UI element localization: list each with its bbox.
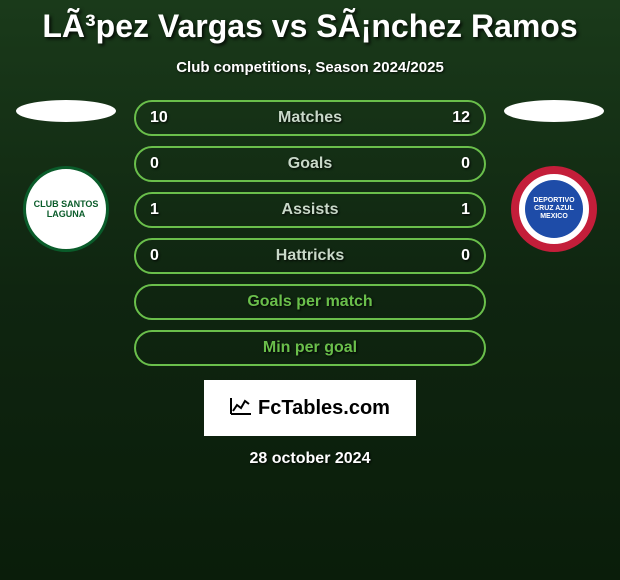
left-club-label: CLUB SANTOS LAGUNA [26,199,106,219]
stat-left-value: 0 [150,247,174,265]
stat-row-matches: 10 Matches 12 [134,100,486,136]
stat-label: Goals [288,155,332,173]
date-text: 28 october 2024 [0,450,620,468]
stat-label: Matches [278,109,342,127]
stat-label: Assists [282,201,339,219]
stat-left-value: 10 [150,109,174,127]
subtitle: Club competitions, Season 2024/2025 [0,59,620,76]
stat-row-mpg: Min per goal [134,330,486,366]
stat-row-goals: 0 Goals 0 [134,146,486,182]
stat-label: Hattricks [276,247,344,265]
stat-label: Goals per match [247,293,372,311]
stat-row-gpm: Goals per match [134,284,486,320]
right-club-label: DEPORTIVO CRUZ AZUL MEXICO [525,180,583,238]
stat-right-value: 0 [446,155,470,173]
stat-label: Min per goal [263,339,357,357]
left-player-col: CLUB SANTOS LAGUNA [16,100,116,252]
left-club-badge: CLUB SANTOS LAGUNA [23,166,109,252]
stat-right-value: 0 [446,247,470,265]
stat-row-hattricks: 0 Hattricks 0 [134,238,486,274]
stat-right-value: 12 [446,109,470,127]
brand-text: FcTables.com [258,397,390,420]
stat-row-assists: 1 Assists 1 [134,192,486,228]
stat-left-value: 1 [150,201,174,219]
right-player-col: DEPORTIVO CRUZ AZUL MEXICO [504,100,604,252]
right-club-badge: DEPORTIVO CRUZ AZUL MEXICO [511,166,597,252]
page-title: LÃ³pez Vargas vs SÃ¡nchez Ramos [0,0,620,45]
right-flag-icon [504,100,604,122]
left-flag-icon [16,100,116,122]
comparison-content: CLUB SANTOS LAGUNA 10 Matches 12 0 Goals… [0,100,620,366]
stat-right-value: 1 [446,201,470,219]
chart-icon [230,397,252,420]
brand-attribution[interactable]: FcTables.com [204,380,416,436]
stats-panel: 10 Matches 12 0 Goals 0 1 Assists 1 0 Ha… [134,100,486,366]
stat-left-value: 0 [150,155,174,173]
